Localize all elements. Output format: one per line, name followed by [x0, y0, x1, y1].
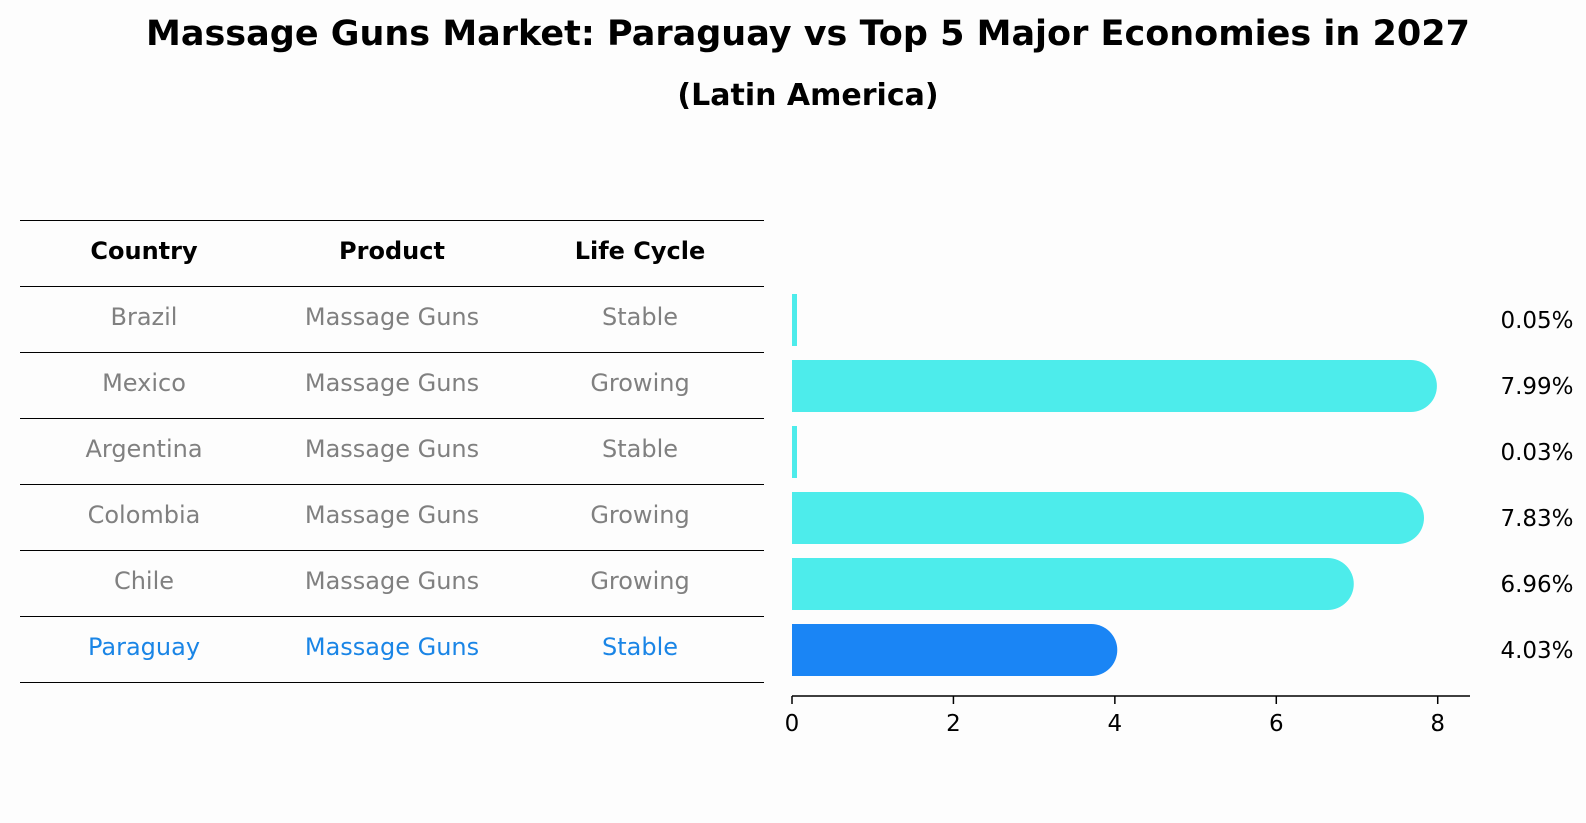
bar-paraguay — [792, 624, 1118, 676]
table-rule — [20, 220, 764, 221]
table-header-country: Country — [90, 237, 198, 265]
table-rule — [20, 286, 764, 287]
table-cell-life-cycle: Growing — [590, 501, 690, 529]
table-header-product: Product — [339, 237, 445, 265]
bar-mexico — [792, 360, 1437, 412]
value-label: 0.03% — [1500, 440, 1573, 466]
value-label: 4.03% — [1500, 638, 1573, 664]
table-cell-country: Argentina — [85, 435, 203, 463]
table-rule — [20, 484, 764, 485]
table-cell-product: Massage Guns — [304, 303, 480, 331]
x-tick-label: 2 — [946, 711, 961, 737]
table-cell-product-highlight: Massage Guns — [304, 633, 480, 661]
table-cell-life-cycle-highlight: Stable — [601, 633, 679, 661]
bar-colombia — [792, 492, 1424, 544]
table-cell-life-cycle: Growing — [590, 567, 690, 595]
table-rule — [20, 418, 764, 419]
x-tick-label: 4 — [1108, 711, 1123, 737]
table-cell-life-cycle: Stable — [601, 303, 679, 331]
table-cell-country-highlight: Paraguay — [87, 633, 201, 661]
table-rule — [20, 616, 764, 617]
table-rule — [20, 550, 764, 551]
x-tick-label: 6 — [1269, 711, 1284, 737]
table-cell-country: Mexico — [102, 369, 186, 397]
table-rule — [20, 682, 764, 683]
table-cell-product: Massage Guns — [304, 435, 480, 463]
table-cell-country: Chile — [113, 567, 175, 595]
table-cell-life-cycle: Growing — [590, 369, 690, 397]
table-rule — [20, 352, 764, 353]
value-label: 6.96% — [1500, 572, 1573, 598]
table-cell-life-cycle: Stable — [601, 435, 679, 463]
bar-chile — [792, 558, 1354, 610]
chart-title: Massage Guns Market: Paraguay vs Top 5 M… — [146, 14, 1470, 54]
bar-argentina — [792, 426, 797, 478]
x-tick-label: 0 — [785, 711, 800, 737]
value-label: 0.05% — [1500, 308, 1573, 334]
chart-subtitle: (Latin America) — [677, 78, 939, 113]
table-cell-country: Colombia — [87, 501, 201, 529]
x-tick-label: 8 — [1430, 711, 1445, 737]
table-cell-product: Massage Guns — [304, 567, 480, 595]
bar-brazil — [792, 294, 797, 346]
value-label: 7.83% — [1500, 506, 1573, 532]
table-cell-country: Brazil — [110, 303, 178, 331]
table-cell-product: Massage Guns — [304, 369, 480, 397]
value-label: 7.99% — [1500, 374, 1573, 400]
table-header-life-cycle: Life Cycle — [574, 237, 706, 265]
table-cell-product: Massage Guns — [304, 501, 480, 529]
